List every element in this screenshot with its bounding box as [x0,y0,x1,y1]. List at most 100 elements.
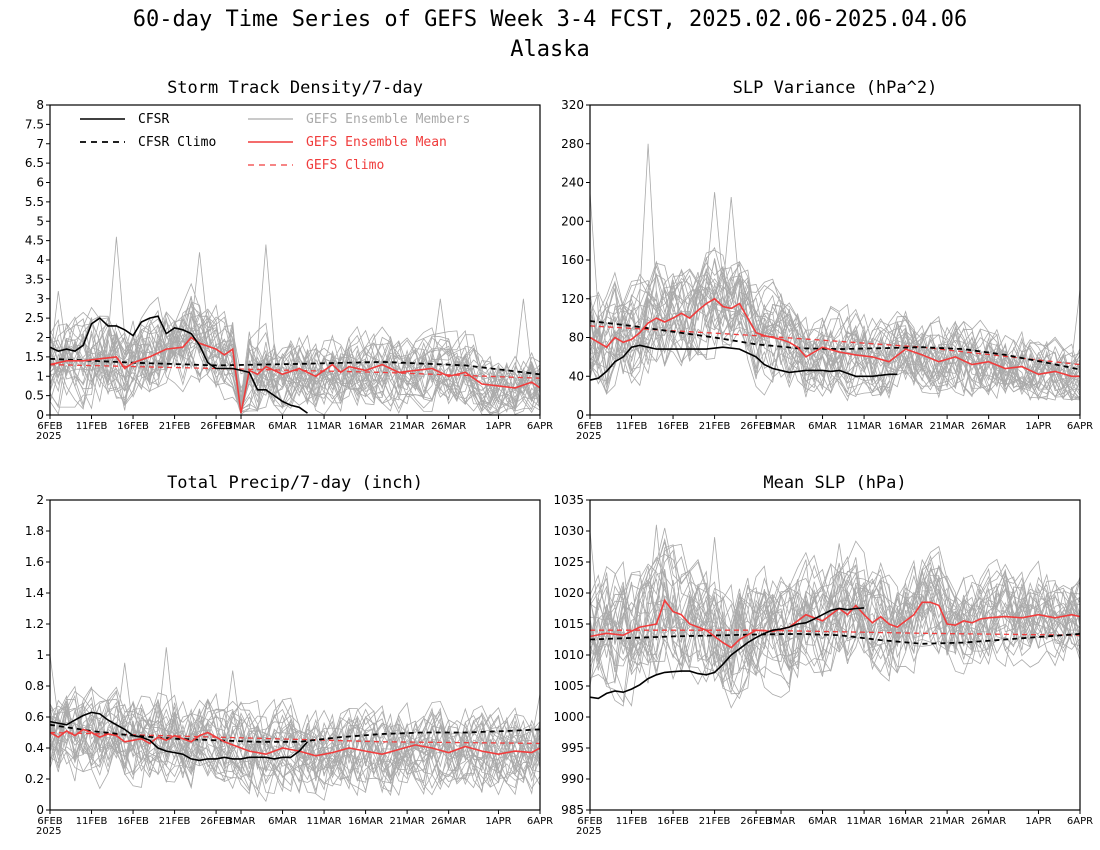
y-tick-label: 1.8 [25,524,44,538]
x-tick-label: 21FEB [699,816,731,827]
series-line-mean [50,728,540,757]
panel-storm-track-density: Storm Track Density/7-day 0 0.5 1 1.5 2 2.5 3 3.… [25,78,553,442]
ensemble-member-line [50,310,540,414]
ensemble-member-line [590,571,1080,707]
x-tick-label: 11FEB [76,421,108,432]
panel-title: Mean SLP (hPa) [763,473,906,493]
x-tick-label: 11FEB [616,421,648,432]
legend-label-cfsr: CFSR [138,112,169,127]
ensemble-member-spike [828,543,850,609]
series-line-mean [50,336,540,414]
y-tick-label: 6.5 [25,156,44,170]
y-tick-label: 1015 [553,617,584,631]
y-tick-label: 0.4 [25,741,44,755]
series-line-mean [590,598,1080,649]
panel-title: Storm Track Density/7-day [167,78,423,98]
series-line-cfsr [50,315,308,414]
x-tick-label: 3MAR [227,421,256,432]
y-tick-label: 985 [561,803,584,817]
x-tick-label: 6FEB [37,816,62,827]
plot-area [590,143,1080,402]
ensemble-member-line [50,712,540,803]
ensemble-member-spike [704,537,725,637]
y-tick-label: 1005 [553,679,584,693]
x-axis-year-label: 2025 [576,431,601,442]
ensemble-member-spike [637,143,659,324]
y-tick-label: 1.6 [25,555,44,569]
x-tick-label: 21FEB [159,816,191,827]
ensemble-member-spike [513,298,534,386]
x-tick-label: 26FEB [740,421,772,432]
y-tick-label: 2 [36,331,44,345]
ensemble-member-line [50,296,540,415]
series-line-gefs-climo [50,363,540,379]
legend: CFSR CFSR Climo GEFS Ensemble Members GEFS … [80,112,470,173]
y-tick-label: 0 [576,408,584,422]
x-tick-label: 3MAR [767,816,796,827]
ensemble-member-line [590,277,1080,395]
x-tick-label: 16MAR [888,421,923,432]
ensemble-member-spike [590,530,601,637]
figure-title: 60-day Time Series of GEFS Week 3-4 FCST… [133,7,967,32]
ensemble-member-spike [189,252,210,344]
x-tick-label: 21MAR [390,421,425,432]
y-tick-label: 1020 [553,586,584,600]
x-tick-label: 16MAR [348,421,383,432]
ensemble-member-line [50,315,540,413]
x-tick-label: 3MAR [767,421,796,432]
plot-area [50,236,540,415]
ensemble-member-line [50,317,540,415]
x-tick-label: 11FEB [616,816,648,827]
y-tick-label: 3.5 [25,272,44,286]
x-tick-label: 26MAR [431,421,466,432]
ensemble-member-line [590,570,1080,688]
ensemble-member-spike [255,244,277,367]
panel-slp-variance: SLP Variance (hPa^2) 0 40 80 120 160 200 240 280… [561,78,1093,442]
y-tick-label: 200 [561,214,584,228]
ensemble-member-spike [720,196,742,309]
legend-label-cfsr-climo: CFSR Climo [138,135,216,150]
x-tick-label: 11MAR [846,816,881,827]
ensemble-member-spike [1069,289,1080,377]
ensemble-member-line [50,699,540,792]
y-tick-label: 990 [561,772,584,786]
y-tick-label: 2.5 [25,311,44,325]
ensemble-member-spike [590,192,601,338]
panel-mean-slp: Mean SLP (hPa) 985 990 995 1000 1005 1010 1015 1… [553,473,1093,837]
x-tick-label: 6APR [1067,816,1093,827]
y-tick-label: 280 [561,137,584,151]
ensemble-member-line [50,699,540,795]
x-tick-label: 21FEB [159,421,191,432]
ensemble-member-spike [704,192,725,299]
legend-label-gefs-climo: GEFS Climo [306,158,384,173]
y-tick-label: 1.5 [25,350,44,364]
ensemble-member-line [590,268,1080,401]
y-tick-label: 995 [561,741,584,755]
y-tick-label: 1 [36,369,44,383]
figure-subtitle-region: Alaska [510,37,589,62]
y-tick-label: 4 [36,253,44,267]
y-tick-label: 40 [569,369,584,383]
x-tick-label: 6FEB [577,816,602,827]
ensemble-member-line [590,260,1080,399]
x-tick-label: 26FEB [740,816,772,827]
ensemble-member-line [590,276,1080,399]
ensemble-member-spike [1069,580,1080,617]
x-tick-label: 11MAR [306,816,341,827]
series-line-mean [590,297,1080,378]
ensemble-member-line [50,301,540,415]
x-tick-label: 6APR [527,816,553,827]
y-tick-label: 1000 [553,710,584,724]
y-tick-label: 1035 [553,493,584,507]
ensemble-member-line [50,282,540,415]
y-tick-label: 120 [561,292,584,306]
ensemble-member-line [50,685,540,792]
ensemble-member-line [50,295,540,411]
series-line-gefs-climo [590,325,1080,366]
x-tick-label: 21MAR [930,816,965,827]
ensemble-member-line [50,301,540,413]
plot-area [590,524,1080,709]
x-tick-label: 21FEB [699,421,731,432]
x-tick-label: 6APR [1067,421,1093,432]
ensemble-member-line [590,549,1080,685]
